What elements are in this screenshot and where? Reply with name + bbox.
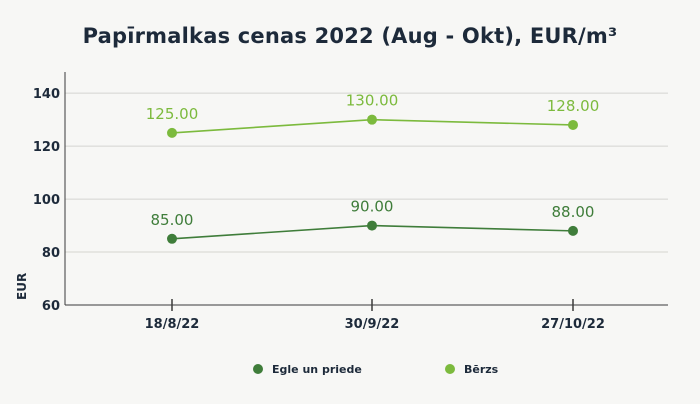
data-label: 90.00: [351, 198, 394, 216]
series-0: 85.00 90.00 88.00: [151, 198, 595, 244]
data-point: [367, 220, 377, 231]
data-point: [167, 233, 177, 244]
y-tick-label: 120: [33, 140, 60, 155]
y-axis-title: EUR: [15, 273, 29, 300]
x-tick-label: 27/10/22: [541, 317, 605, 332]
legend-label: Egle un priede: [272, 363, 362, 376]
y-tick-label: 100: [33, 193, 60, 208]
series-1: 125.00 130.00 128.00: [146, 92, 600, 138]
data-label: 125.00: [146, 105, 199, 123]
legend-label: Bērzs: [464, 363, 499, 376]
y-tick-label: 140: [33, 87, 60, 102]
data-point: [367, 114, 377, 125]
data-label: 88.00: [552, 203, 595, 221]
legend-item-0: Egle un priede: [253, 363, 362, 376]
y-tick-label: 80: [42, 246, 60, 261]
data-point: [568, 119, 578, 130]
y-tick-label: 60: [42, 299, 60, 314]
legend-marker: [445, 364, 455, 374]
x-tick-label: 18/8/22: [145, 317, 200, 332]
data-label: 130.00: [346, 92, 399, 110]
data-point: [568, 225, 578, 236]
data-point: [167, 127, 177, 138]
data-label: 85.00: [151, 211, 194, 229]
legend-item-1: Bērzs: [445, 363, 499, 376]
chart-title: Papīrmalkas cenas 2022 (Aug - Okt), EUR/…: [82, 24, 618, 48]
legend-marker: [253, 364, 263, 374]
x-tick-label: 30/9/22: [345, 317, 400, 332]
data-label: 128.00: [547, 97, 600, 115]
